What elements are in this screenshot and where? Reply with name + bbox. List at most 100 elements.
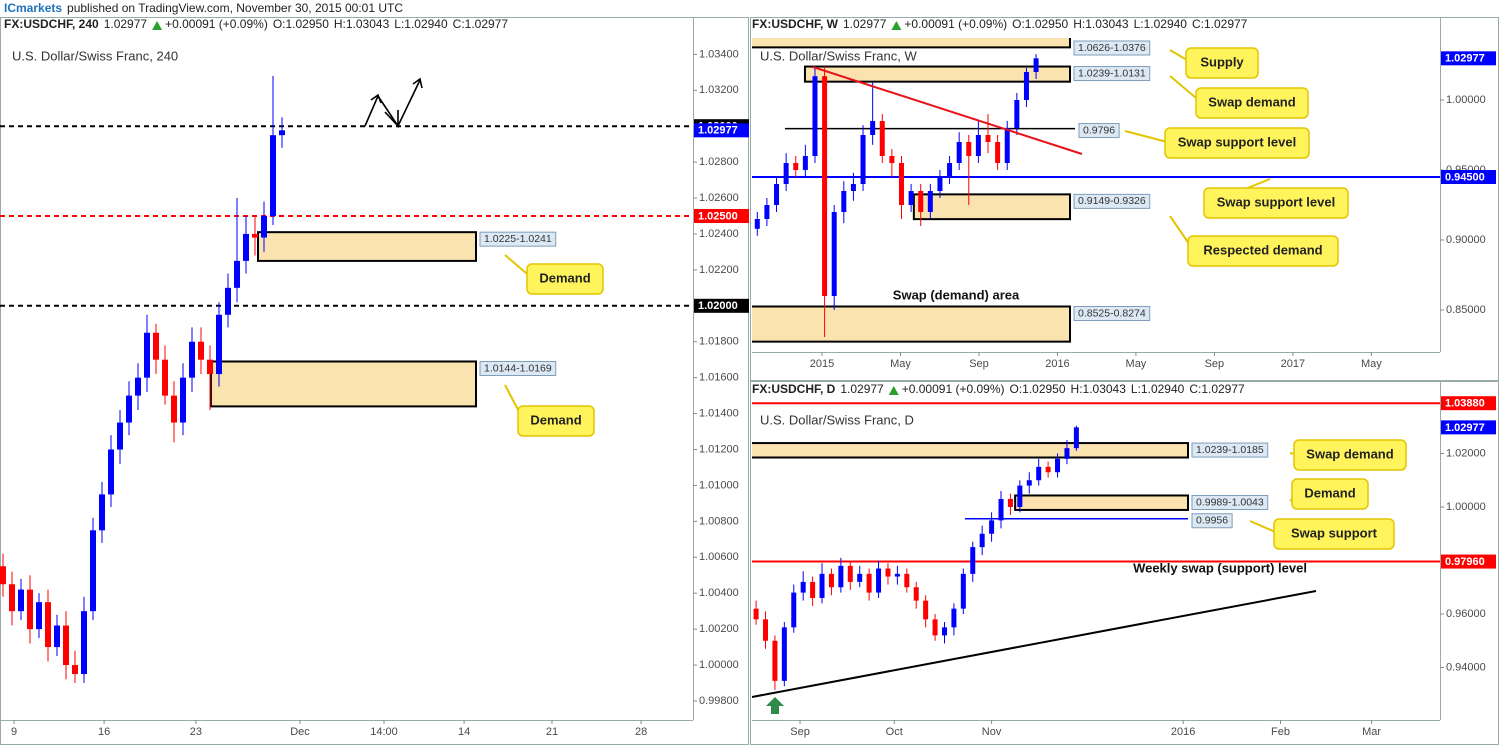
x-tick-label: 2015 [810,358,834,370]
signal-arrow [766,697,784,714]
arrow-head [370,93,382,104]
zone [257,231,477,262]
byline: published on TradingView.com, November 3… [67,1,403,15]
zone [209,360,477,408]
x-tick-label: Feb [1271,726,1290,738]
candle-body [979,533,985,548]
candle-body [831,212,837,297]
candle-body [932,619,938,636]
candle-body [1036,466,1042,481]
plot-area [752,402,1440,690]
x-tick-label: 2017 [1281,358,1305,370]
candle-body [918,191,924,213]
price-tag-label: 1.02977 [1445,422,1485,434]
candle-body [828,573,834,588]
zone [752,442,1189,459]
annotation: Weekly swap (support) level [1133,560,1307,575]
candle-body [908,191,914,206]
candle-body [279,130,285,136]
price-tag-label: 1.02000 [698,300,738,312]
price-tag [694,123,749,138]
y-tick-label: 1.00600 [699,551,739,563]
candle-body [1007,498,1013,507]
y-tick-label: 1.00000 [1446,94,1486,106]
chart-title: U.S. Dollar/Swiss Franc, W [760,48,917,63]
up-triangle [891,21,902,30]
x-tick-label: 28 [635,726,647,738]
candle-body [135,377,141,396]
candle-body [81,611,87,675]
callout-box [1203,187,1349,219]
candle-body [937,177,943,192]
price-tag [694,298,749,313]
x-tick-label: Sep [1205,358,1225,370]
price-tag [1441,420,1496,435]
zone-label-box [1078,123,1120,139]
callout-box [1273,518,1395,550]
candle-body [970,547,976,574]
candle-body [810,581,816,598]
y-tick-label: 1.00400 [699,587,739,599]
candle-body [9,584,15,612]
ohlc-value: L:1.02940 [1134,17,1188,31]
candle-body [947,163,953,178]
chart-title: U.S. Dollar/Swiss Franc, 240 [12,48,178,63]
zone-label: 0.8525-0.8274 [1078,307,1146,319]
candle-body [975,135,981,157]
candle-body [225,287,231,315]
callout-label: Demand [530,412,581,427]
candle-body [1073,427,1079,449]
candle-body [763,619,769,641]
candle-body [879,121,885,157]
change: +0.00091 (+0.09%) [904,17,1007,31]
y-tick-label: 1.02000 [1446,447,1486,459]
candle-body [18,589,24,612]
candle-body [63,625,69,666]
zone-label: 1.0225-1.0241 [484,233,552,245]
candle-body [0,566,6,585]
price-tag [1441,51,1496,66]
candle-body [989,520,995,534]
x-tick-label: May [1126,358,1147,370]
candle-body [819,573,825,598]
zone-label-box [1073,66,1151,82]
trend-line [812,66,1083,155]
y-tick-label: 1.01400 [699,407,739,419]
candle-body [126,395,132,423]
candle-body [1004,128,1010,164]
callout-box [1291,478,1369,510]
price-tag [1441,170,1496,185]
candle-body [870,121,876,136]
arrow-head [384,110,399,129]
candle-body [72,665,78,675]
candle-body [876,568,882,593]
last-price: 1.02977 [104,17,148,31]
candle-body [189,341,195,378]
candle-body [261,215,267,238]
x-tick-label: 23 [190,726,202,738]
zone-label: 0.9989-1.0043 [1196,496,1264,508]
callout-label: Supply [1200,54,1244,69]
candle-body [904,573,910,588]
x-tick-label: Nov [982,726,1002,738]
y-tick-label: 1.00000 [1446,501,1486,513]
candle-body [45,602,51,648]
candle-body [960,573,966,609]
callout-label: Demand [539,270,590,285]
symbol: FX:USDCHF, 240 [4,17,99,31]
x-tick-label: 16 [98,726,110,738]
candle-body [207,359,213,375]
candle-body [108,449,114,495]
x-tick-label: Sep [969,358,989,370]
zone-label: 0.9956 [1196,515,1228,527]
zone-label-box [1073,193,1151,209]
candle-body [1014,100,1020,129]
candle-body [753,608,759,620]
y-tick-label: 1.01600 [699,372,739,384]
ohlc-value: C:1.02977 [1189,382,1245,396]
brand: ICmarkets [4,1,62,15]
candle-body [951,608,957,628]
callout-box [1195,87,1309,119]
candle-body [180,377,186,423]
candle-body [1017,485,1023,507]
